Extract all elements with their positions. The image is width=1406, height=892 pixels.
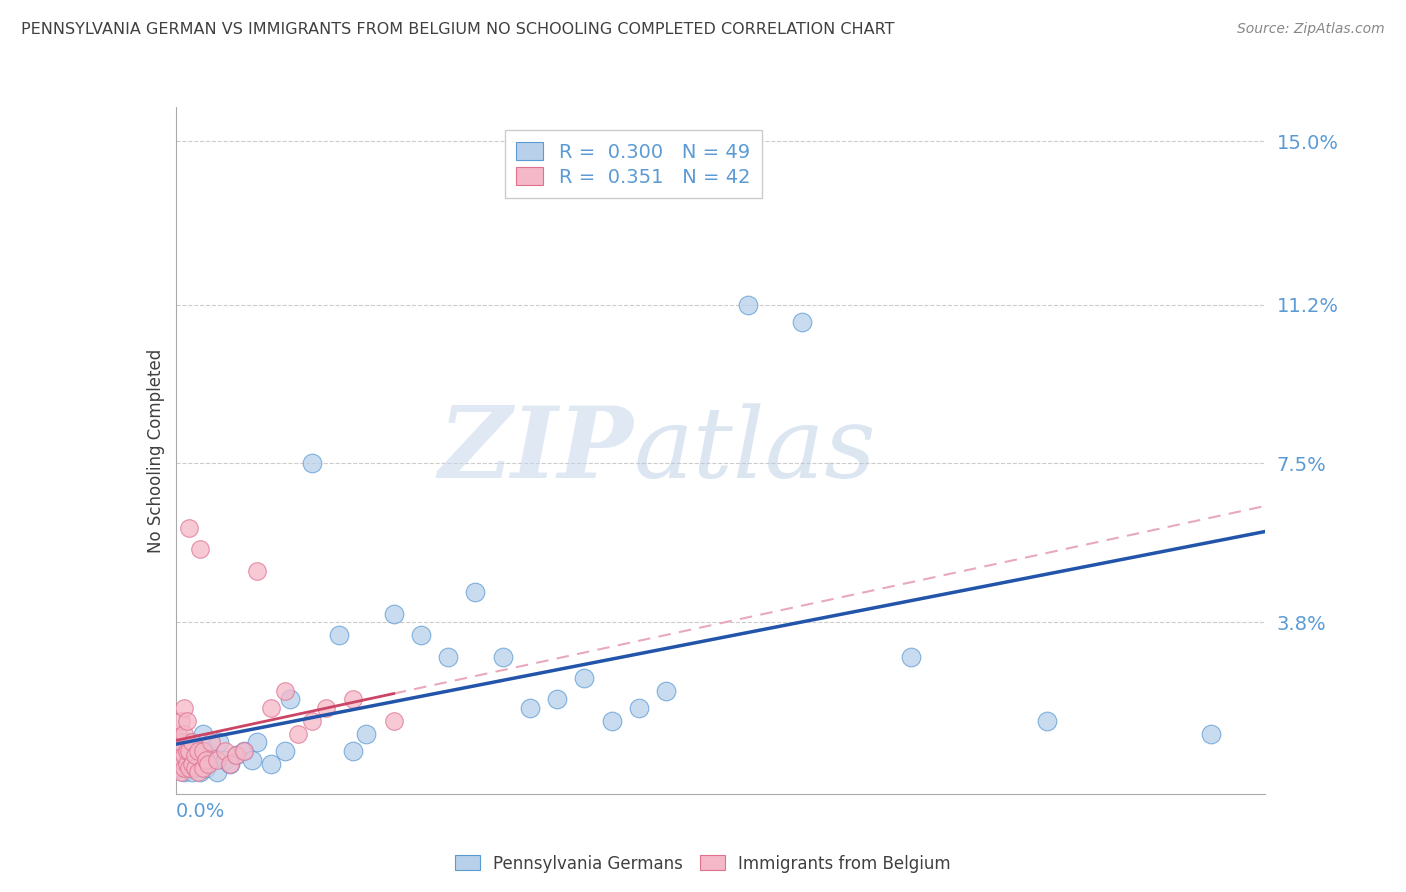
Point xyxy=(205,753,228,767)
Point xyxy=(191,727,214,741)
Point xyxy=(176,756,198,771)
Point xyxy=(260,756,283,771)
Point xyxy=(173,748,195,763)
Point xyxy=(200,735,222,749)
Point xyxy=(170,735,193,749)
Point xyxy=(301,456,323,470)
Point xyxy=(232,744,254,758)
Point xyxy=(205,765,228,780)
Point xyxy=(167,761,190,775)
Point xyxy=(437,649,460,664)
Point xyxy=(191,744,214,758)
Point xyxy=(519,701,541,715)
Point xyxy=(287,727,309,741)
Point xyxy=(328,628,350,642)
Point xyxy=(214,744,236,758)
Point xyxy=(274,744,297,758)
Point xyxy=(167,744,190,758)
Text: 0.0%: 0.0% xyxy=(176,802,225,822)
Point xyxy=(1199,727,1222,741)
Point xyxy=(179,761,201,775)
Point xyxy=(179,761,201,775)
Point xyxy=(260,701,283,715)
Point xyxy=(342,692,364,706)
Point xyxy=(184,756,207,771)
Point xyxy=(627,701,650,715)
Point xyxy=(191,744,214,758)
Point xyxy=(184,748,207,763)
Point xyxy=(464,585,486,599)
Point xyxy=(792,315,814,329)
Point xyxy=(1036,714,1059,728)
Point xyxy=(173,765,195,780)
Point xyxy=(232,744,254,758)
Point xyxy=(181,756,204,771)
Point xyxy=(184,761,207,775)
Point xyxy=(170,753,193,767)
Point xyxy=(214,753,236,767)
Text: Source: ZipAtlas.com: Source: ZipAtlas.com xyxy=(1237,22,1385,37)
Point xyxy=(186,765,209,780)
Point xyxy=(188,542,211,557)
Point xyxy=(188,765,211,780)
Point xyxy=(179,748,201,763)
Point xyxy=(197,756,219,771)
Point xyxy=(194,761,217,775)
Point xyxy=(208,735,231,749)
Point xyxy=(173,744,195,758)
Point xyxy=(225,748,247,763)
Point xyxy=(409,628,432,642)
Point xyxy=(176,735,198,749)
Y-axis label: No Schooling Completed: No Schooling Completed xyxy=(146,349,165,552)
Point xyxy=(173,701,195,715)
Point xyxy=(219,756,242,771)
Point xyxy=(342,744,364,758)
Point xyxy=(181,739,204,754)
Legend: R =  0.300   N = 49, R =  0.351   N = 42: R = 0.300 N = 49, R = 0.351 N = 42 xyxy=(505,130,762,198)
Point xyxy=(170,714,193,728)
Point xyxy=(173,727,195,741)
Point xyxy=(315,701,337,715)
Point xyxy=(181,735,204,749)
Point xyxy=(179,521,201,535)
Point xyxy=(179,744,201,758)
Point xyxy=(356,727,378,741)
Point xyxy=(186,744,209,758)
Point xyxy=(737,297,759,311)
Point xyxy=(181,765,204,780)
Point xyxy=(240,753,263,767)
Point xyxy=(382,714,405,728)
Point xyxy=(170,753,193,767)
Point xyxy=(546,692,568,706)
Point xyxy=(176,756,198,771)
Text: PENNSYLVANIA GERMAN VS IMMIGRANTS FROM BELGIUM NO SCHOOLING COMPLETED CORRELATIO: PENNSYLVANIA GERMAN VS IMMIGRANTS FROM B… xyxy=(21,22,894,37)
Point xyxy=(655,683,678,698)
Point xyxy=(197,756,219,771)
Point xyxy=(219,756,242,771)
Point xyxy=(492,649,515,664)
Point xyxy=(176,714,198,728)
Point xyxy=(600,714,623,728)
Point xyxy=(225,748,247,763)
Point xyxy=(167,727,190,741)
Point xyxy=(274,683,297,698)
Text: atlas: atlas xyxy=(633,403,876,498)
Point xyxy=(173,761,195,775)
Point xyxy=(170,765,193,780)
Point xyxy=(278,692,301,706)
Point xyxy=(900,649,922,664)
Point xyxy=(246,735,269,749)
Point xyxy=(176,744,198,758)
Legend: Pennsylvania Germans, Immigrants from Belgium: Pennsylvania Germans, Immigrants from Be… xyxy=(449,848,957,880)
Point xyxy=(246,564,269,578)
Point xyxy=(382,607,405,621)
Text: ZIP: ZIP xyxy=(439,402,633,499)
Point xyxy=(167,761,190,775)
Point xyxy=(194,753,217,767)
Point xyxy=(200,748,222,763)
Point xyxy=(191,761,214,775)
Point xyxy=(186,753,209,767)
Point xyxy=(574,671,596,685)
Point xyxy=(301,714,323,728)
